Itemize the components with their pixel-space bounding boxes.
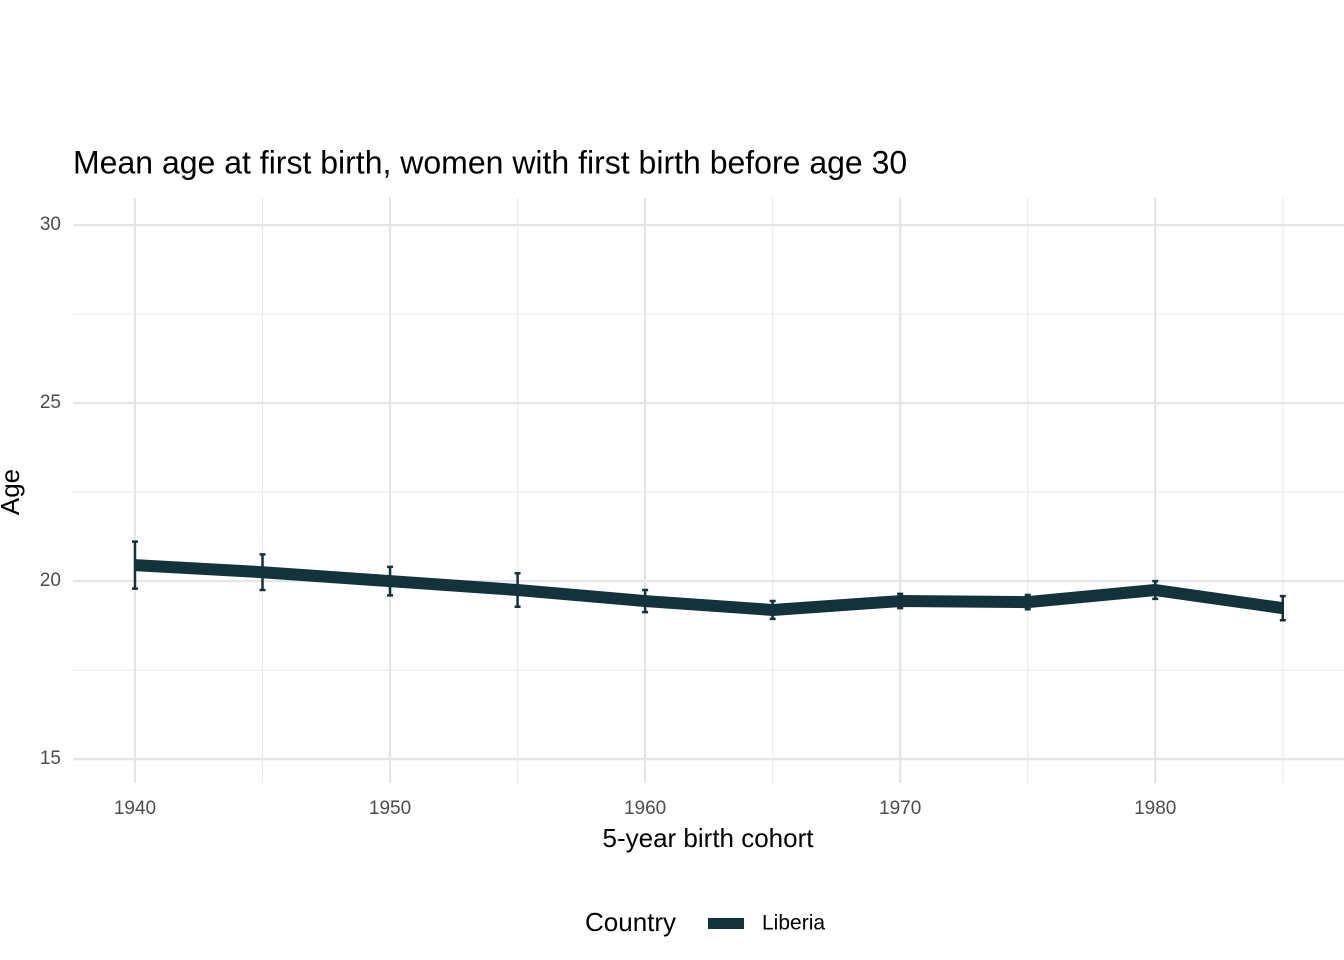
- error-bar: [1024, 593, 1031, 611]
- x-axis-label: 5-year birth cohort: [603, 823, 815, 853]
- x-tick-label: 1950: [369, 798, 411, 819]
- y-tick-label: 20: [40, 570, 61, 591]
- error-bar: [642, 588, 649, 614]
- error-bar: [1152, 579, 1159, 601]
- y-tick-label: 30: [40, 214, 61, 235]
- error-bar: [514, 572, 521, 609]
- chart-title: Mean age at first birth, women with firs…: [73, 144, 907, 180]
- error-bar: [1279, 594, 1286, 622]
- error-bar: [897, 592, 904, 610]
- y-axis-label: Age: [0, 469, 25, 515]
- error-bar: [769, 599, 776, 621]
- legend-key: [708, 918, 744, 929]
- error-bar: [387, 565, 394, 597]
- error-bar: [259, 553, 266, 592]
- x-tick-label: 1980: [1134, 798, 1176, 819]
- legend-label: Liberia: [762, 912, 825, 935]
- data-line: [134, 559, 1284, 616]
- x-tick-label: 1970: [879, 798, 921, 819]
- legend-title: Country: [585, 907, 676, 937]
- y-tick-label: 15: [40, 748, 61, 769]
- x-tick-label: 1940: [114, 798, 156, 819]
- y-tick-label: 25: [40, 392, 61, 413]
- error-bar: [131, 540, 138, 590]
- x-tick-label: 1960: [624, 798, 666, 819]
